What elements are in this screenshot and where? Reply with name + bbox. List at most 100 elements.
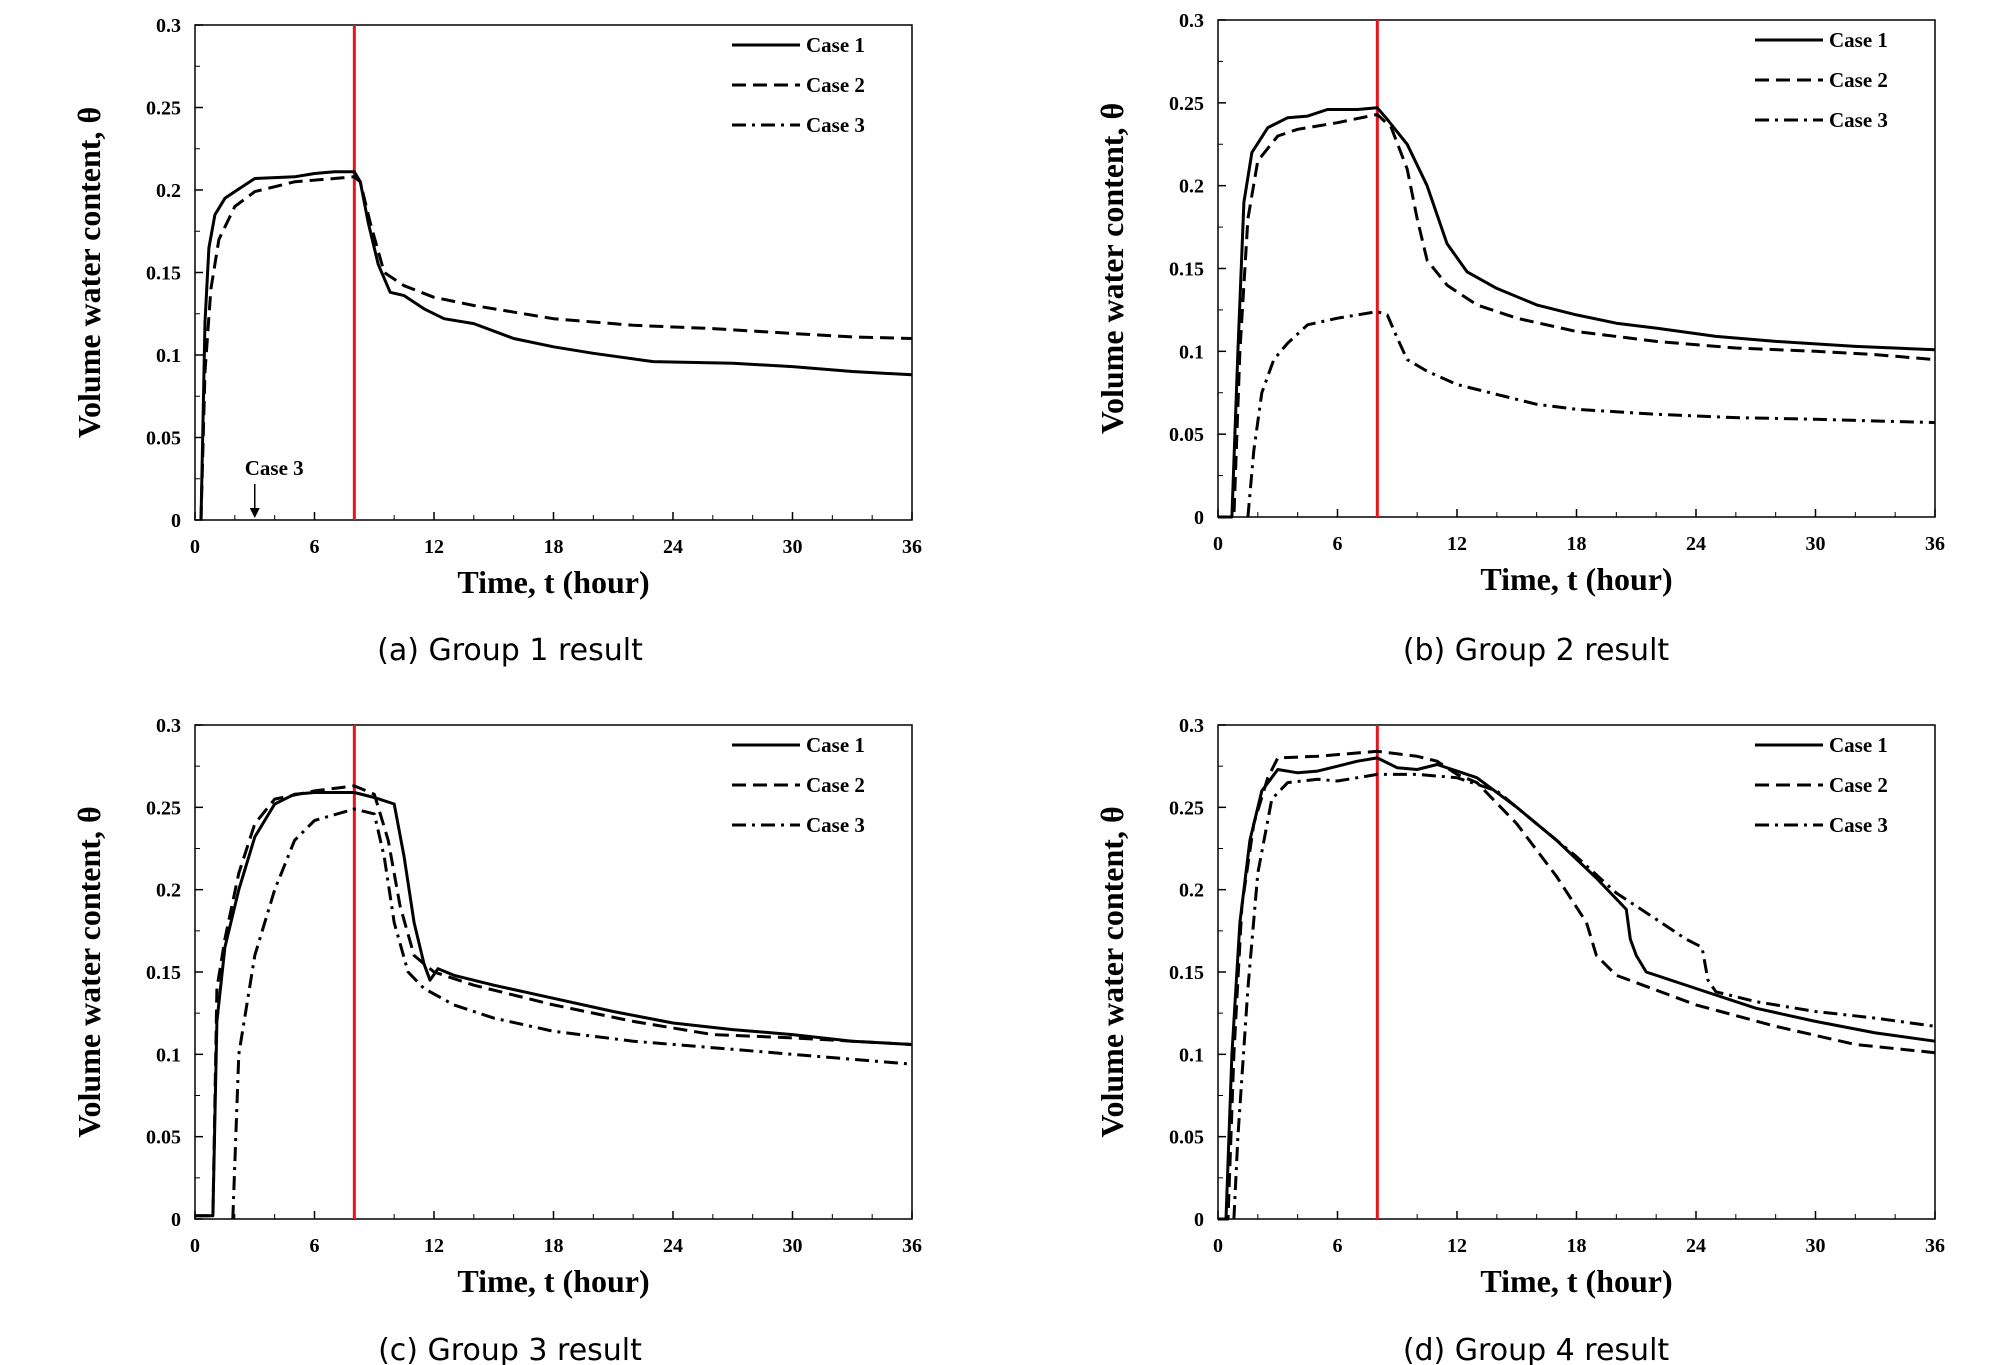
x-tick-label: 0 [190, 536, 200, 558]
legend-label: Case 1 [1829, 28, 1888, 52]
x-tick-label: 18 [1567, 1235, 1587, 1257]
annotation-label: Case 3 [245, 456, 304, 480]
x-tick-label: 12 [424, 536, 444, 558]
x-tick-label: 6 [310, 1235, 320, 1257]
y-tick-label: 0.2 [156, 880, 181, 902]
x-tick-label: 0 [190, 1235, 200, 1257]
y-tick-label: 0.25 [146, 98, 181, 120]
y-tick-label: 0.1 [1179, 341, 1204, 363]
y-tick-label: 0.15 [1169, 962, 1204, 984]
y-tick-label: 0.1 [1179, 1044, 1204, 1066]
x-tick-label: 30 [783, 1235, 803, 1257]
x-tick-label: 12 [1447, 533, 1467, 555]
x-tick-label: 12 [424, 1235, 444, 1257]
chart-panel-4: 0 0.05 0.1 0.15 0.2 0.25 0.3 0 6 12 18 24 30 36 Time, … [1094, 715, 1945, 1365]
series-line-case-2 [1218, 749, 1936, 1221]
y-tick-label: 0.05 [1169, 1127, 1204, 1149]
x-tick-label: 30 [1806, 533, 1826, 555]
y-tick-label: 0.25 [146, 797, 181, 819]
x-tick-label: 36 [1925, 1235, 1945, 1257]
x-tick-label: 30 [783, 536, 803, 558]
y-tick-label: 0.25 [1169, 93, 1204, 115]
x-tick-label: 24 [1686, 1235, 1706, 1257]
x-axis-title: Time, t (hour) [1480, 1263, 1672, 1299]
y-tick-label: 0.2 [1179, 880, 1204, 902]
x-tick-label: 6 [310, 536, 320, 558]
legend-label: Case 2 [806, 73, 865, 97]
legend-label: Case 1 [1829, 733, 1888, 757]
panel-caption: (c) Group 3 result [378, 1333, 642, 1365]
y-tick-label: 0 [171, 1209, 181, 1231]
legend-label: Case 2 [1829, 68, 1888, 92]
x-tick-label: 24 [1686, 533, 1706, 555]
y-tick-label: 0.15 [146, 263, 181, 285]
annotation-arrow-head [249, 508, 260, 518]
chart-panel-3: 0 0.05 0.1 0.15 0.2 0.25 0.3 0 6 12 18 24 30 36 Time, … [71, 715, 922, 1365]
series-line-case-2 [1218, 112, 1936, 519]
y-tick-label: 0.05 [146, 1127, 181, 1149]
series-line-case-1 [195, 791, 913, 1218]
x-tick-label: 0 [1213, 533, 1223, 555]
legend-label: Case 2 [1829, 773, 1888, 797]
legend-label: Case 2 [806, 773, 865, 797]
x-tick-label: 24 [663, 536, 683, 558]
y-tick-label: 0.3 [1179, 715, 1204, 737]
y-tick-label: 0.25 [1169, 797, 1204, 819]
y-tick-label: 0.2 [1179, 176, 1204, 198]
series-line-case-1 [1218, 756, 1936, 1221]
x-tick-label: 36 [902, 536, 922, 558]
legend-label: Case 3 [1829, 813, 1888, 837]
y-tick-label: 0.2 [156, 180, 181, 202]
legend-label: Case 3 [806, 113, 865, 137]
series-line-case-3 [1232, 772, 1936, 1220]
y-axis-title: Volume water content, θ [1094, 103, 1130, 434]
series-line-case-2 [199, 175, 913, 521]
x-axis-title: Time, t (hour) [1480, 561, 1672, 597]
series-line-case-2 [195, 784, 913, 1218]
x-tick-label: 30 [1806, 1235, 1826, 1257]
y-tick-label: 0.3 [156, 715, 181, 737]
panel-caption: (a) Group 1 result [377, 633, 643, 668]
legend-label: Case 3 [1829, 108, 1888, 132]
x-tick-label: 12 [1447, 1235, 1467, 1257]
x-tick-label: 0 [1213, 1235, 1223, 1257]
series-line-case-3 [1246, 310, 1936, 518]
x-tick-label: 18 [544, 536, 564, 558]
x-tick-label: 24 [663, 1235, 683, 1257]
y-tick-label: 0.1 [156, 1044, 181, 1066]
panel-caption: (b) Group 2 result [1403, 633, 1670, 668]
x-tick-label: 18 [544, 1235, 564, 1257]
x-tick-label: 6 [1333, 1235, 1343, 1257]
chart-panel-2: 0 0.05 0.1 0.15 0.2 0.25 0.3 0 6 12 18 24 30 36 Time, … [1094, 10, 1945, 668]
plot-area-frame [1217, 19, 1936, 518]
y-tick-label: 0.15 [1169, 259, 1204, 281]
x-tick-label: 6 [1333, 533, 1343, 555]
y-tick-label: 0.3 [156, 15, 181, 37]
panel-caption: (d) Group 4 result [1403, 1333, 1670, 1365]
legend-label: Case 1 [806, 733, 865, 757]
y-axis-title: Volume water content, θ [1094, 806, 1130, 1137]
series-line-case-1 [1218, 106, 1936, 519]
y-tick-label: 0.3 [1179, 10, 1204, 32]
y-axis-title: Volume water content, θ [71, 107, 107, 438]
y-axis-title: Volume water content, θ [71, 806, 107, 1137]
y-tick-label: 0 [1194, 507, 1204, 529]
y-tick-label: 0 [1194, 1209, 1204, 1231]
plot-area-frame [194, 24, 913, 521]
series-line-case-3 [231, 807, 913, 1220]
x-tick-label: 36 [902, 1235, 922, 1257]
plot-area-frame [194, 724, 913, 1220]
chart-panel-1: 0 0.05 0.1 0.15 0.2 0.25 0.3 0 6 12 18 24 30 36 Time, … [71, 15, 922, 668]
series-line-case-1 [199, 170, 913, 521]
x-axis-title: Time, t (hour) [457, 1263, 649, 1299]
y-tick-label: 0 [171, 510, 181, 532]
y-tick-label: 0.15 [146, 962, 181, 984]
x-axis-title: Time, t (hour) [457, 564, 649, 600]
y-tick-label: 0.05 [1169, 424, 1204, 446]
x-tick-label: 36 [1925, 533, 1945, 555]
x-tick-label: 18 [1567, 533, 1587, 555]
legend-label: Case 1 [806, 33, 865, 57]
plot-area-frame [1217, 724, 1936, 1220]
y-tick-label: 0.1 [156, 345, 181, 367]
